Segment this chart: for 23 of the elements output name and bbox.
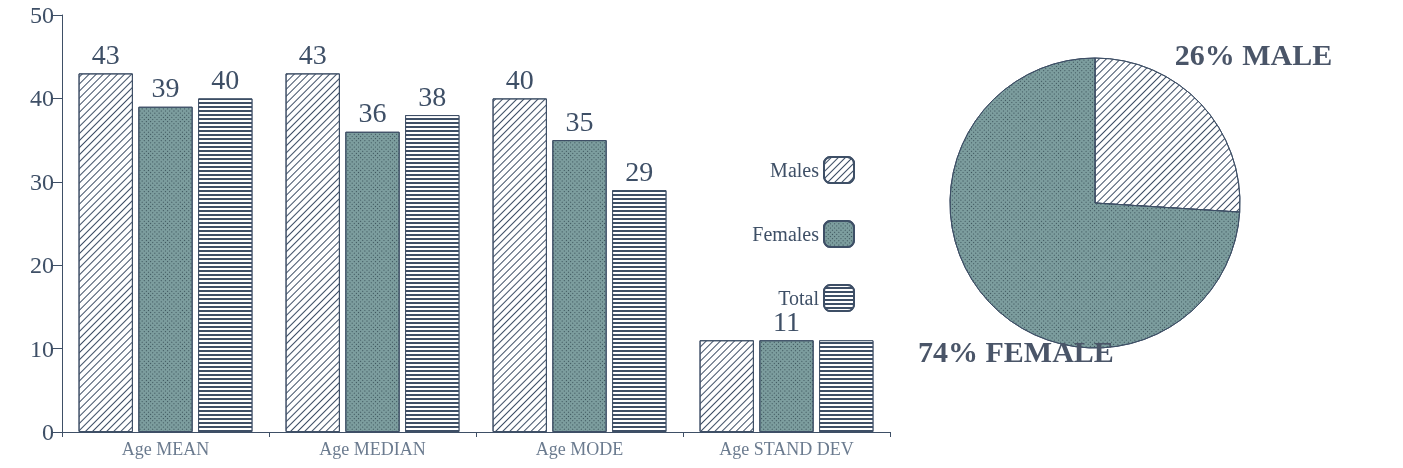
data-label: 35 [565, 105, 594, 137]
data-label: 29 [625, 155, 654, 187]
data-label: 40 [505, 63, 534, 95]
y-tick-label: 10 [30, 335, 54, 362]
x-tick-label: Age MEDIAN [319, 439, 426, 459]
data-label: 38 [418, 80, 447, 112]
legend-label: Females [752, 223, 820, 245]
y-tick-label: 20 [30, 252, 54, 279]
y-tick-label: 50 [30, 2, 54, 28]
y-tick-label: 40 [30, 85, 54, 112]
data-label: 43 [91, 38, 120, 70]
data-label: 39 [151, 72, 180, 104]
legend-label: Males [770, 159, 820, 181]
data-label: 36 [358, 97, 387, 129]
slice-label: 74% FEMALE [918, 335, 1114, 369]
x-tick-label: Age MODE [535, 439, 624, 459]
data-label: 43 [298, 38, 327, 70]
y-tick-label: 30 [30, 168, 54, 195]
slice-label: 26% MALE [1174, 37, 1333, 71]
x-tick-label: Age STAND DEV [719, 439, 854, 459]
y-tick-label: 0 [42, 419, 54, 445]
data-label: 40 [211, 63, 240, 95]
x-tick-label: Age MEAN [121, 439, 210, 459]
